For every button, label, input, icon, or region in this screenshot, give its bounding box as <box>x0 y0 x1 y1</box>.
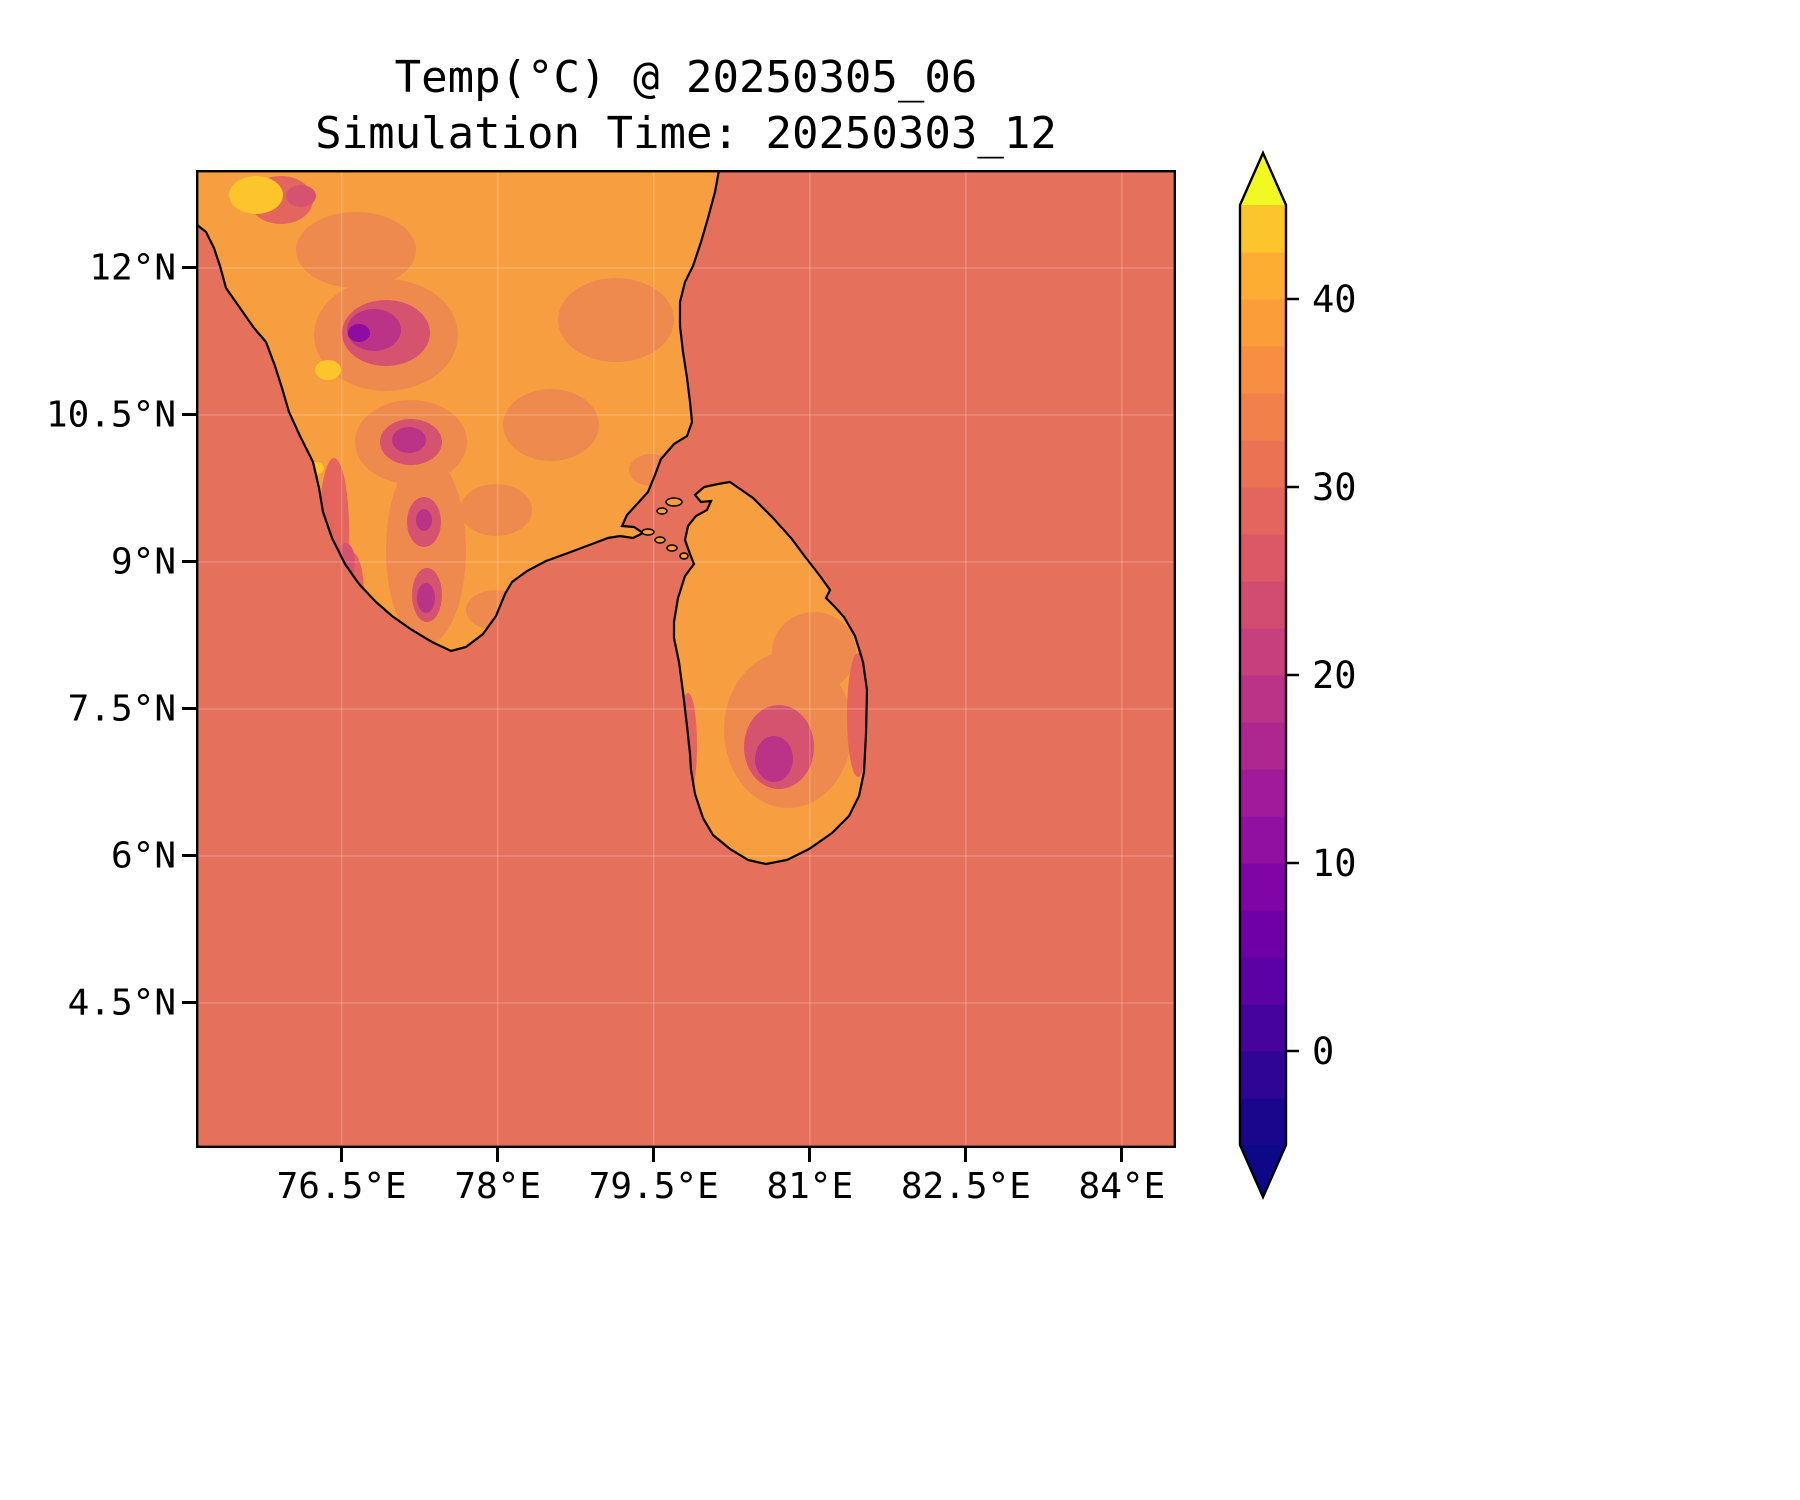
x-tick-label: 84°E <box>1078 1166 1166 1207</box>
colorbar-band <box>1240 722 1286 770</box>
colorbar-band <box>1240 205 1286 253</box>
colorbar-band <box>1240 816 1286 864</box>
colorbar-tick-label: 40 <box>1312 278 1357 321</box>
colorbar-band <box>1240 393 1286 441</box>
cold-core-blob <box>348 324 370 342</box>
hot-spot-blob <box>315 360 341 380</box>
colorbar-band <box>1240 957 1286 1005</box>
colorbar-tick-label: 0 <box>1312 1030 1334 1073</box>
x-tick-mark <box>1120 1148 1124 1162</box>
y-tick-mark <box>182 266 196 270</box>
highland-blob <box>417 583 435 613</box>
chart-title-block: Temp(°C) @ 20250305_06 Simulation Time: … <box>196 50 1176 162</box>
colorbar-over-arrow <box>1240 153 1286 205</box>
x-tick-label: 81°E <box>766 1166 854 1207</box>
x-tick-mark <box>496 1148 500 1162</box>
y-tick-label: 7.5°N <box>67 688 176 730</box>
colorbar-outline <box>1238 150 1288 1200</box>
islet <box>665 497 683 507</box>
colorbar-band <box>1240 910 1286 958</box>
colorbar-tick-label: 10 <box>1312 842 1357 885</box>
colorbar-band <box>1240 769 1286 817</box>
graticule-gridlines <box>196 170 1176 1148</box>
colorbar-band <box>1240 440 1286 488</box>
x-tick-label: 76.5°E <box>276 1166 407 1207</box>
colorbar-band <box>1240 1051 1286 1099</box>
x-tick-label: 78°E <box>454 1166 542 1207</box>
colorbar-tick-label: 20 <box>1312 654 1357 697</box>
colorbar-band <box>1240 675 1286 723</box>
colorbar-band <box>1240 628 1286 676</box>
x-tick-label: 82.5°E <box>900 1166 1031 1207</box>
chart-subtitle: Simulation Time: 20250303_12 <box>315 108 1057 159</box>
colorbar-band <box>1240 1004 1286 1052</box>
colorbar-band <box>1240 299 1286 347</box>
highland-blob <box>392 427 426 453</box>
map-svg <box>196 170 1176 1148</box>
y-tick-label: 12°N <box>89 247 176 289</box>
x-tick-mark <box>652 1148 656 1162</box>
hot-spot-blob <box>229 176 283 214</box>
plains-blob <box>386 455 466 645</box>
y-tick-label: 10.5°N <box>45 394 176 436</box>
map-plot-area <box>196 170 1176 1148</box>
islet <box>641 528 655 536</box>
y-tick-label: 4.5°N <box>67 982 176 1024</box>
foothill-blob <box>286 185 316 207</box>
palk-strait-islets <box>641 497 689 560</box>
colorbar-band <box>1240 581 1286 629</box>
islet <box>656 507 668 515</box>
colorbar-band <box>1240 487 1286 535</box>
x-tick-mark <box>340 1148 344 1162</box>
plains-blob <box>558 278 674 362</box>
colorbar: 40 30 20 10 0 <box>1238 150 1357 1200</box>
coast-strip-blob-lanka <box>847 653 867 777</box>
islet <box>666 544 678 552</box>
colorbar-band <box>1240 534 1286 582</box>
plot-border <box>196 170 1176 1148</box>
y-tick-mark <box>182 413 196 417</box>
plains-blob-lanka <box>772 612 856 692</box>
plains-blob <box>296 212 416 288</box>
colorbar-tick-label: 30 <box>1312 466 1357 509</box>
chart-title: Temp(°C) @ 20250305_06 <box>394 52 978 103</box>
colorbar-band <box>1240 1098 1286 1146</box>
y-tick-mark <box>182 560 196 564</box>
colorbar-band <box>1240 346 1286 394</box>
islet <box>654 536 666 544</box>
highland-blob <box>416 509 432 531</box>
y-tick-mark <box>182 1001 196 1005</box>
highland-blob-lanka <box>755 736 793 782</box>
islet <box>679 552 689 560</box>
x-tick-label: 79.5°E <box>588 1166 719 1207</box>
y-tick-mark <box>182 854 196 858</box>
colorbar-under-arrow <box>1240 1145 1286 1197</box>
plains-blob <box>503 389 599 461</box>
colorbar-band <box>1240 863 1286 911</box>
x-tick-mark <box>964 1148 968 1162</box>
y-tick-label: 6°N <box>110 835 176 877</box>
colorbar-band <box>1240 252 1286 300</box>
plains-blob <box>460 484 532 536</box>
y-tick-label: 9°N <box>110 541 176 583</box>
x-tick-mark <box>808 1148 812 1162</box>
y-tick-mark <box>182 707 196 711</box>
